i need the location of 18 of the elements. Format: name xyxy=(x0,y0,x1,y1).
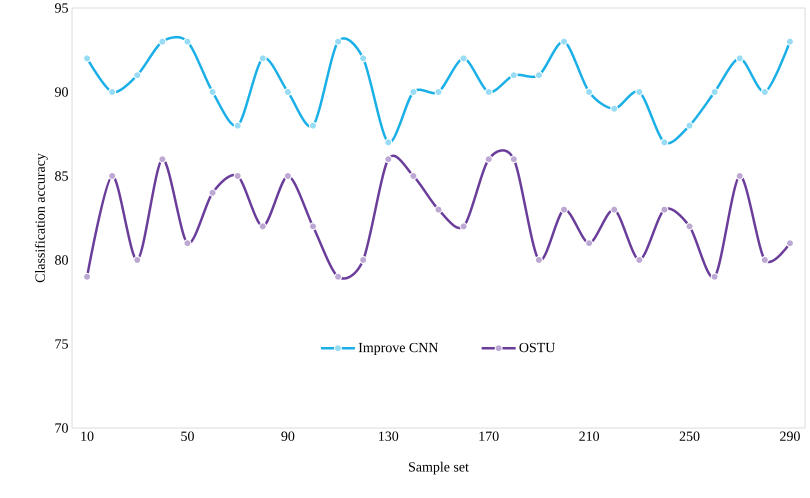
x-tick-label: 250 xyxy=(680,432,700,441)
y-tick-label: 70 xyxy=(55,423,68,433)
x-axis-title: Sample set xyxy=(409,462,469,474)
y-axis-title: Classification accuracy xyxy=(34,153,48,282)
legend-label: Improve CNN xyxy=(358,342,438,356)
y-tick-label: 95 xyxy=(54,3,68,13)
y-tick-label: 80 xyxy=(55,255,68,265)
y-tick-label: 90 xyxy=(54,87,68,97)
x-tick-label: 10 xyxy=(81,432,94,441)
x-tick-label: 50 xyxy=(181,432,194,441)
x-tick-label: 170 xyxy=(479,432,499,441)
y-tick-label: 85 xyxy=(55,171,68,181)
x-tick-label: 90 xyxy=(281,432,294,441)
y-tick-label: 75 xyxy=(55,339,68,349)
x-tick-label: 290 xyxy=(780,432,800,441)
x-tick-label: 130 xyxy=(379,432,398,441)
legend-label: OSTU xyxy=(519,342,556,352)
x-tick-label: 210 xyxy=(579,432,600,441)
